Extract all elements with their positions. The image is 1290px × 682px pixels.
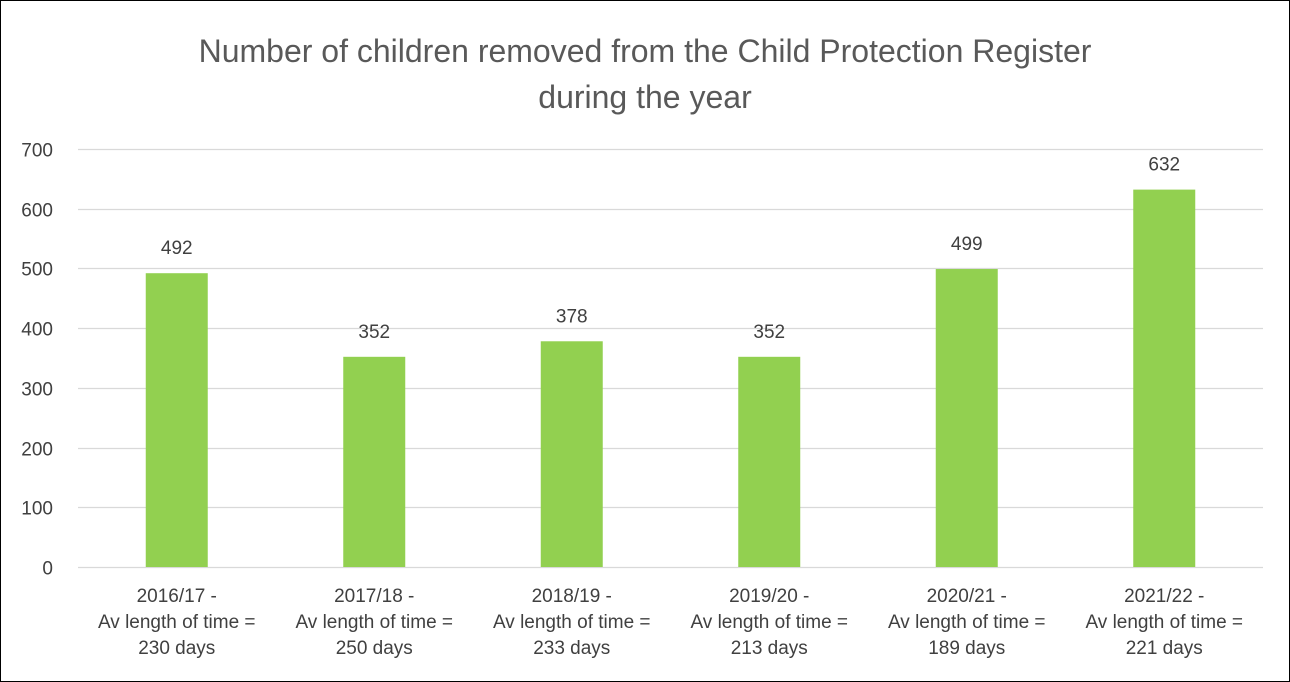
y-tick-label: 0 bbox=[42, 559, 53, 580]
bar bbox=[343, 356, 406, 567]
x-tick-label: 2017/18 - bbox=[334, 586, 414, 607]
x-tick-label: Av length of time = bbox=[690, 612, 848, 633]
y-axis-tick-labels: 0 100 200 300 400 500 600 700 bbox=[21, 141, 53, 580]
x-tick-label: 2018/19 - bbox=[532, 586, 612, 607]
data-label: 352 bbox=[753, 322, 785, 343]
bar bbox=[540, 341, 603, 567]
data-label: 492 bbox=[161, 238, 193, 259]
data-label: 632 bbox=[1148, 155, 1180, 176]
x-tick-label: Av length of time = bbox=[98, 612, 256, 633]
x-tick-label: 2021/22 - bbox=[1124, 586, 1204, 607]
y-tick-label: 200 bbox=[21, 440, 53, 461]
x-tick-label: 221 days bbox=[1126, 638, 1203, 659]
x-tick-label: Av length of time = bbox=[493, 612, 651, 633]
x-tick-label: 233 days bbox=[533, 638, 610, 659]
x-tick-label: 230 days bbox=[138, 638, 215, 659]
x-tick-label: 189 days bbox=[928, 638, 1005, 659]
x-tick-label: 2020/21 - bbox=[927, 586, 1007, 607]
data-labels: 492 352 378 352 499 632 bbox=[161, 155, 1180, 343]
y-tick-label: 600 bbox=[21, 201, 53, 222]
x-tick-label: Av length of time = bbox=[888, 612, 1046, 633]
x-axis-category-labels: 2016/17 - Av length of time = 230 days 2017… bbox=[98, 586, 1243, 659]
data-label: 378 bbox=[556, 306, 588, 327]
data-label: 499 bbox=[951, 234, 983, 255]
bar bbox=[145, 273, 208, 567]
chart-title-line-2: during the year bbox=[538, 79, 752, 115]
x-tick-label: Av length of time = bbox=[295, 612, 453, 633]
gridlines bbox=[78, 148, 1263, 569]
y-tick-label: 700 bbox=[21, 141, 53, 162]
y-tick-label: 400 bbox=[21, 320, 53, 341]
chart-title: Number of children removed from the Chil… bbox=[0, 28, 1290, 120]
x-tick-label: 213 days bbox=[731, 638, 808, 659]
x-tick-label: 2019/20 - bbox=[729, 586, 809, 607]
bar bbox=[935, 269, 998, 567]
y-tick-label: 100 bbox=[21, 499, 53, 520]
bars bbox=[145, 189, 1196, 567]
y-tick-label: 500 bbox=[21, 260, 53, 281]
bar bbox=[738, 356, 801, 567]
chart-title-line-1: Number of children removed from the Chil… bbox=[198, 33, 1092, 69]
y-tick-label: 300 bbox=[21, 380, 53, 401]
bar bbox=[1133, 189, 1196, 567]
data-label: 352 bbox=[358, 322, 390, 343]
x-tick-label: Av length of time = bbox=[1085, 612, 1243, 633]
x-tick-label: 2016/17 - bbox=[137, 586, 217, 607]
x-tick-label: 250 days bbox=[336, 638, 413, 659]
